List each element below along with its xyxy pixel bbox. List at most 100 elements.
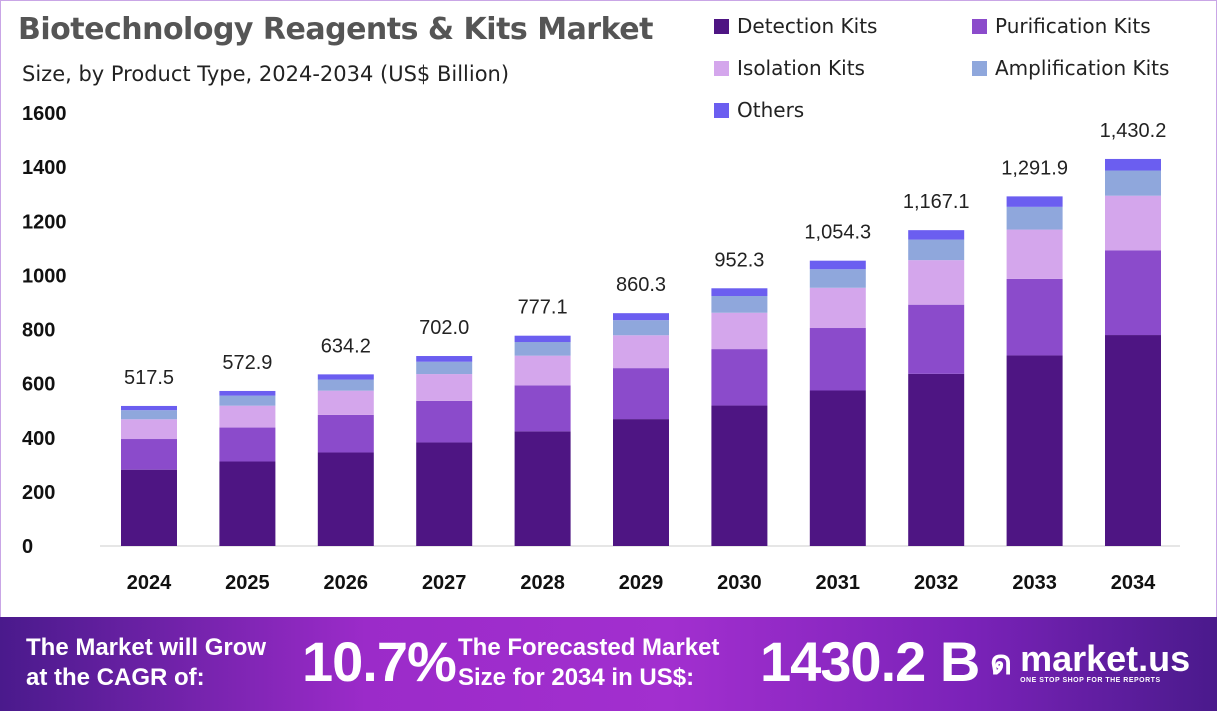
- forecast-label: The Forecasted Market Size for 2034 in U…: [458, 633, 719, 693]
- bar-segment: [121, 405, 177, 411]
- bar-segment: [317, 452, 374, 546]
- x-tick-label: 2031: [816, 572, 861, 594]
- bar-segment: [1105, 250, 1161, 336]
- bar-segment: [711, 288, 768, 296]
- x-tick-label: 2029: [619, 572, 664, 594]
- forecast-label-line2: Size for 2034 in US$:: [458, 664, 695, 691]
- cagr-label-line1: The Market will Grow: [26, 634, 267, 661]
- bar-segment: [416, 400, 473, 443]
- bar-total-label: 1,167.1: [903, 191, 970, 213]
- y-tick-label: 1400: [22, 157, 67, 179]
- bar-segment: [514, 355, 571, 386]
- bar-total-label: 777.1: [518, 297, 568, 319]
- cagr-label-line2: at the CAGR of:: [26, 664, 205, 691]
- legend-item: Isolation Kits: [714, 56, 865, 80]
- bar-segment: [416, 361, 473, 375]
- bar-segment: [1006, 229, 1063, 279]
- bar-segment: [317, 390, 374, 415]
- bar-total-label: 1,430.2: [1100, 120, 1167, 142]
- bar-segment: [613, 313, 669, 321]
- bar-segment: [711, 312, 768, 350]
- y-tick-label: 0: [22, 536, 33, 558]
- bar-segment: [711, 295, 768, 313]
- legend-label: Isolation Kits: [737, 56, 865, 80]
- bar-segment: [514, 431, 571, 546]
- bar-total-label: 1,291.9: [1001, 157, 1068, 179]
- y-tick-label: 400: [22, 428, 55, 450]
- y-tick-label: 1600: [22, 103, 67, 125]
- bar-segment: [416, 356, 473, 362]
- bar-segment: [1006, 278, 1063, 356]
- y-tick-label: 800: [22, 320, 55, 342]
- legend-item: Detection Kits: [714, 14, 877, 38]
- footer-banner: The Market will Grow at the CAGR of: 10.…: [0, 617, 1217, 711]
- bar-segment: [1006, 196, 1063, 207]
- bar-segment: [1105, 335, 1161, 546]
- bar-segment: [908, 230, 965, 240]
- market-us-logo: ด market.us ONE STOP SHOP FOR THE REPORT…: [990, 635, 1190, 689]
- bar-segment: [1105, 195, 1161, 251]
- y-tick-label: 200: [22, 482, 55, 504]
- bar-segment: [219, 395, 276, 406]
- bar-segment: [416, 374, 473, 401]
- bar-chart: 0 200 400 600 800 1000 1200 1400 1600 517.5 2024 57…: [22, 103, 1180, 594]
- bar-segment: [1105, 158, 1161, 171]
- x-tick-label: 2026: [324, 572, 369, 594]
- chart-title: Biotechnology Reagents & Kits Market: [18, 12, 653, 47]
- bar-segment: [809, 390, 866, 546]
- bar-segment: [809, 260, 866, 270]
- bar-segment: [908, 260, 965, 305]
- x-tick-label: 2025: [225, 572, 270, 594]
- bar-segment: [613, 320, 669, 336]
- bar-segment: [514, 385, 571, 432]
- bar-segment: [317, 414, 374, 453]
- x-tick-label: 2024: [127, 572, 172, 594]
- cagr-value: 10.7%: [302, 630, 457, 693]
- bar-segment: [416, 442, 473, 546]
- bar-segment: [908, 373, 965, 546]
- bar-segment: [121, 469, 177, 546]
- bar-total-label: 860.3: [616, 274, 666, 296]
- bar-segment: [908, 304, 965, 374]
- bar-segment: [121, 410, 177, 420]
- bar-segment: [613, 368, 669, 420]
- bar-segment: [809, 269, 866, 288]
- logo-tagline: ONE STOP SHOP FOR THE REPORTS: [1020, 676, 1161, 684]
- bar-total-label: 517.5: [124, 367, 174, 389]
- bar-segment: [219, 427, 276, 462]
- bar-segment: [809, 287, 866, 329]
- legend-swatch: [972, 18, 987, 34]
- bar-segment: [1006, 206, 1063, 230]
- forecast-label-line1: The Forecasted Market: [458, 634, 720, 661]
- logo-text: market.us: [1020, 637, 1191, 679]
- x-tick-label: 2034: [1111, 572, 1156, 594]
- bar-segment: [219, 461, 276, 546]
- y-tick-label: 1000: [22, 265, 67, 287]
- bar-segment: [908, 239, 965, 261]
- bar-segment: [317, 374, 374, 380]
- bar-total-label: 1,054.3: [804, 222, 871, 244]
- bar-total-label: 634.2: [321, 335, 371, 357]
- legend-label: Others: [737, 98, 805, 122]
- bar-total-label: 952.3: [714, 249, 764, 271]
- bar-segment: [809, 328, 866, 391]
- forecast-value: 1430.2 B: [760, 630, 980, 693]
- bar-segment: [613, 335, 669, 369]
- logo-mark-icon: ด: [990, 644, 1013, 682]
- legend-item: Others: [714, 98, 804, 122]
- bar-total-label: 702.0: [419, 317, 469, 339]
- bar-segment: [514, 342, 571, 356]
- bar-segment: [1105, 170, 1161, 196]
- bar-segment: [317, 379, 374, 391]
- x-tick-label: 2028: [520, 572, 565, 594]
- legend-swatch: [714, 18, 729, 34]
- bar-segment: [219, 390, 276, 396]
- chart-subtitle: Size, by Product Type, 2024-2034 (US$ Bi…: [22, 62, 510, 86]
- legend-item: Purification Kits: [972, 14, 1151, 38]
- legend-label: Detection Kits: [737, 14, 878, 38]
- bar-segment: [711, 405, 768, 546]
- bar-segment: [711, 349, 768, 406]
- bar-segment: [514, 335, 571, 343]
- bar-segment: [613, 419, 669, 546]
- legend-swatch: [714, 60, 729, 76]
